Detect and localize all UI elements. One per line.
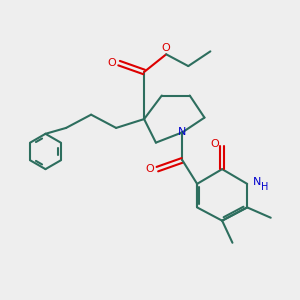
Text: H: H [261, 182, 268, 192]
Text: N: N [178, 127, 187, 137]
Text: O: O [162, 44, 171, 53]
Text: O: O [146, 164, 154, 174]
Text: O: O [210, 139, 219, 149]
Text: N: N [253, 177, 262, 188]
Text: O: O [107, 58, 116, 68]
